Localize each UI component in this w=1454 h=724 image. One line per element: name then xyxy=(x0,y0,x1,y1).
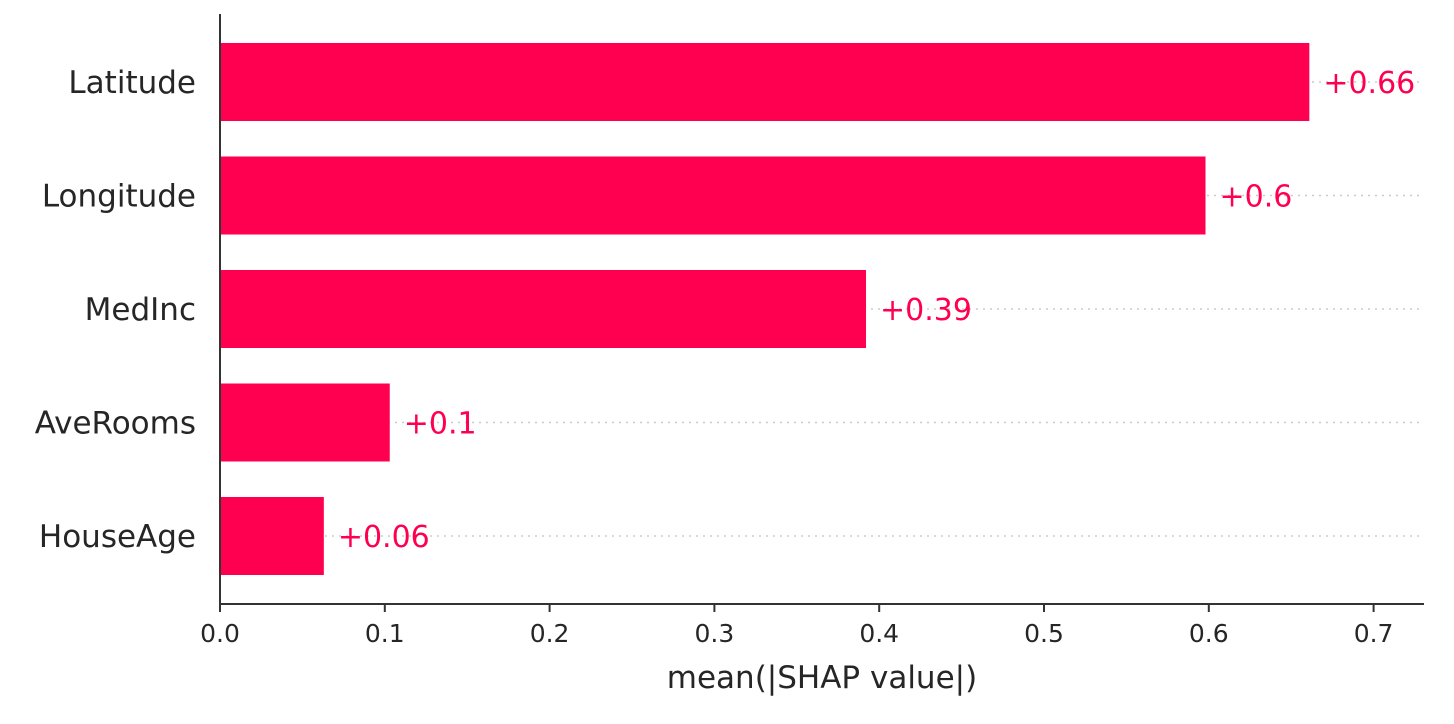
value-label: +0.06 xyxy=(338,520,430,555)
bars-layer xyxy=(220,43,1310,575)
bar-latitude xyxy=(220,43,1310,121)
bar-averooms xyxy=(220,383,390,462)
x-tick-label: 0.1 xyxy=(365,619,405,648)
value-label: +0.6 xyxy=(1220,180,1293,215)
value-label: +0.39 xyxy=(880,293,972,328)
axes-layer xyxy=(219,14,1424,605)
y-tick-label: HouseAge xyxy=(39,519,196,555)
x-axis-title: mean(|SHAP value|) xyxy=(667,660,977,696)
labels-layer: Latitude +0.66 Longitude +0.6 MedInc +0.39 Ave… xyxy=(35,65,1416,555)
x-tick-label: 0.3 xyxy=(695,619,735,648)
y-tick-label: Longitude xyxy=(42,179,196,215)
bar-houseage xyxy=(220,497,324,575)
value-label: +0.66 xyxy=(1323,66,1415,101)
y-tick-label: AveRooms xyxy=(35,406,196,442)
x-tick-label: 0.7 xyxy=(1354,619,1394,648)
bar-longitude xyxy=(220,156,1206,235)
y-tick-label: Latitude xyxy=(68,65,196,101)
x-tick-label: 0.5 xyxy=(1024,619,1064,648)
bar-medinc xyxy=(220,270,867,348)
x-tick-label: 0.2 xyxy=(530,619,570,648)
ticks-layer: 0.0 0.1 0.2 0.3 0.4 0.5 0.6 0.7 xyxy=(200,604,1393,648)
x-tick-label: 0.4 xyxy=(859,619,899,648)
y-tick-label: MedInc xyxy=(85,292,196,328)
value-label: +0.1 xyxy=(404,407,477,442)
x-tick-label: 0.0 xyxy=(200,619,240,648)
x-tick-label: 0.6 xyxy=(1189,619,1229,648)
